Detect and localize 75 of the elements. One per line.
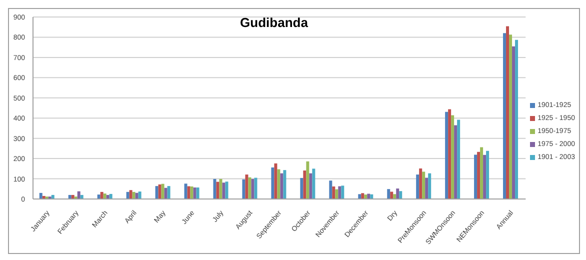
bar — [39, 192, 42, 199]
bar — [245, 174, 248, 199]
bar — [164, 188, 168, 199]
bar — [332, 186, 336, 199]
bar — [416, 174, 420, 199]
bar — [477, 152, 480, 199]
bar — [132, 192, 136, 199]
bar — [480, 147, 484, 199]
bar — [126, 192, 130, 199]
bar — [225, 182, 228, 199]
bar — [515, 40, 518, 199]
bar — [399, 191, 402, 199]
bar — [364, 194, 368, 199]
bar — [248, 177, 252, 199]
bar — [216, 182, 220, 199]
bar — [129, 190, 132, 199]
bar — [251, 178, 254, 199]
bar — [103, 194, 106, 199]
bar — [367, 194, 370, 199]
bar — [509, 34, 512, 199]
bar — [393, 194, 396, 199]
bar — [422, 172, 426, 199]
bar — [97, 194, 100, 199]
bar — [506, 26, 510, 199]
bar — [193, 187, 196, 199]
bar — [254, 178, 258, 199]
bar — [474, 154, 478, 199]
bar — [425, 178, 428, 199]
bar — [271, 167, 274, 199]
bar — [158, 184, 162, 199]
bar — [338, 186, 342, 199]
bar — [312, 168, 316, 199]
bar — [280, 173, 284, 199]
chart-title: Gudibanda — [240, 15, 308, 30]
bar — [457, 120, 460, 199]
bar — [184, 184, 188, 199]
bar — [512, 46, 516, 199]
bar — [428, 173, 432, 199]
bar — [155, 186, 158, 199]
bar — [167, 186, 170, 199]
bar — [483, 154, 486, 199]
bar — [242, 179, 246, 199]
bar — [335, 189, 338, 199]
bar — [396, 188, 400, 199]
bar — [448, 109, 452, 199]
bar — [309, 173, 312, 199]
bar — [341, 186, 344, 199]
bar — [454, 125, 458, 199]
bar — [390, 192, 394, 199]
bar — [190, 186, 194, 199]
bar — [451, 115, 454, 199]
bar — [361, 193, 364, 199]
bar — [358, 194, 362, 199]
bar — [77, 191, 80, 199]
bar — [306, 161, 310, 199]
bar — [503, 33, 506, 199]
bar — [274, 163, 278, 199]
bar — [329, 180, 332, 199]
bar — [283, 170, 286, 199]
bar — [187, 186, 190, 199]
bar — [277, 169, 280, 199]
bar — [419, 168, 422, 199]
bar — [387, 189, 390, 199]
bar — [138, 192, 142, 199]
bar — [100, 192, 104, 199]
bar — [196, 187, 200, 199]
bar — [445, 112, 448, 199]
bar — [135, 192, 138, 199]
bar — [219, 178, 222, 199]
bar — [213, 178, 216, 199]
bar — [303, 170, 306, 199]
bar — [300, 178, 304, 199]
bar — [222, 182, 226, 199]
bar — [161, 184, 164, 199]
bar — [486, 150, 490, 199]
